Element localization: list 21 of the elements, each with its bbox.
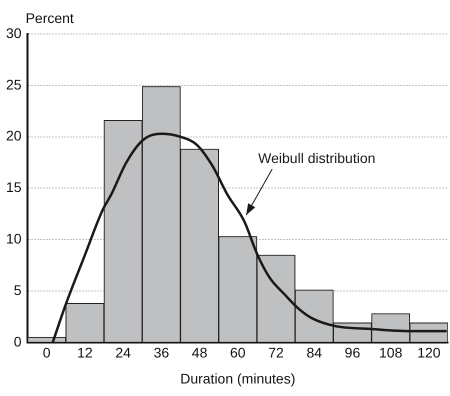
x-axis-title: Duration (minutes): [180, 370, 296, 386]
x-tick-label: 96: [344, 344, 360, 361]
x-tick-label: 60: [230, 344, 246, 361]
x-tick-label: 72: [268, 344, 284, 361]
x-tick-label: 120: [417, 344, 441, 361]
y-tick-label: 5: [14, 282, 22, 298]
text: Weibull distribution: [258, 150, 376, 166]
x-tick-label: 36: [154, 344, 170, 361]
x-tick-label: 24: [115, 344, 132, 361]
x-tick-label: 48: [192, 344, 208, 361]
y-tick-label: 30: [6, 24, 22, 41]
y-tick-label: 10: [6, 230, 22, 246]
y-tick-label: 0: [14, 333, 22, 350]
y-tick-label: 20: [6, 128, 22, 144]
y-axis-title: Percent: [26, 10, 74, 26]
y-tick-label: 25: [6, 76, 22, 92]
x-tick-label: 0: [42, 344, 51, 361]
y-tick-label: 15: [6, 179, 22, 196]
x-tick-label: 84: [306, 344, 322, 361]
x-tick-label: 12: [77, 344, 93, 361]
x-tick-label: 108: [378, 344, 403, 361]
